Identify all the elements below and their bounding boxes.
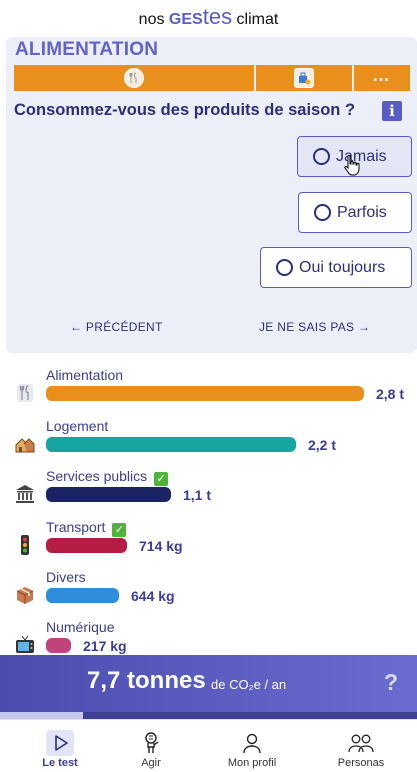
category-step-current[interactable] xyxy=(14,65,254,91)
answer-option-parfois[interactable]: Parfois xyxy=(298,192,412,233)
tab-label: Le test xyxy=(42,757,78,769)
tab-agir[interactable]: Agir xyxy=(99,720,203,772)
checkmark-icon: ✓ xyxy=(112,522,127,537)
category-row-divers[interactable]: Divers 644 kg xyxy=(0,566,417,616)
category-value: 1,1 t xyxy=(183,487,212,503)
classical-building-icon xyxy=(13,482,37,506)
dont-know-button[interactable]: JE NE SAIS PAS → xyxy=(259,320,371,334)
category-value: 217 kg xyxy=(83,638,127,654)
category-bar xyxy=(46,437,296,452)
television-icon xyxy=(13,633,37,657)
more-categories-button[interactable]: … xyxy=(354,65,410,91)
category-progress-bar: … xyxy=(14,65,410,91)
tab-personas[interactable]: Personas xyxy=(309,720,413,772)
checkmark-icon: ✓ xyxy=(154,471,169,486)
category-name: Services publics ✓ xyxy=(46,468,169,486)
total-footprint-banner[interactable]: 7,7 tonnes de CO₂e / an ? xyxy=(0,655,417,719)
users-icon xyxy=(347,730,375,756)
category-step-next[interactable] xyxy=(256,65,352,91)
test-progress-fill xyxy=(0,712,84,719)
category-name: Alimentation xyxy=(46,367,124,383)
category-row-transport[interactable]: Transport ✓ 714 kg xyxy=(0,516,417,566)
fork-knife-icon xyxy=(124,68,144,88)
question-text: Consommez-vous des produits de saison ? xyxy=(14,101,356,119)
fork-knife-icon xyxy=(13,381,37,405)
category-name: Divers xyxy=(46,569,86,585)
package-icon xyxy=(13,583,37,607)
tab-le-test[interactable]: Le test xyxy=(8,720,112,772)
total-amount: 7,7 tonnes xyxy=(87,667,206,694)
houses-icon xyxy=(13,432,37,456)
tab-label: Personas xyxy=(337,757,385,769)
tab-label: Agir xyxy=(141,757,161,769)
radio-circle-icon xyxy=(314,204,331,221)
category-value: 714 kg xyxy=(139,538,183,554)
person-pointing-icon xyxy=(137,730,165,756)
category-bar xyxy=(46,638,71,653)
info-button[interactable]: i xyxy=(382,101,402,121)
category-name: Transport ✓ xyxy=(46,519,127,537)
category-value: 644 kg xyxy=(131,588,175,604)
radio-circle-icon xyxy=(313,148,330,165)
category-value: 2,8 t xyxy=(376,386,405,402)
hand-cursor-icon xyxy=(344,154,360,176)
category-bar xyxy=(46,538,127,553)
tab-mon-profil[interactable]: Mon profil xyxy=(200,720,304,772)
answer-label: Parfois xyxy=(337,203,387,221)
answer-option-oui-toujours[interactable]: Oui toujours xyxy=(260,247,412,288)
total-unit: de CO₂e / an xyxy=(211,677,287,692)
previous-button[interactable]: ← PRÉCÉDENT xyxy=(70,320,163,334)
category-name: Logement xyxy=(46,418,109,434)
traffic-light-icon xyxy=(13,533,37,557)
category-row-alimentation[interactable]: Alimentation 2,8 t xyxy=(0,364,417,414)
category-row-numerique[interactable]: Numérique 217 kg xyxy=(0,616,417,666)
tab-label: Mon profil xyxy=(227,757,277,769)
answer-label: Oui toujours xyxy=(299,258,386,276)
category-bar xyxy=(46,588,119,603)
shopping-icon xyxy=(294,68,314,88)
play-icon xyxy=(46,730,74,756)
category-row-logement[interactable]: Logement 2,2 t xyxy=(0,415,417,465)
category-title: ALIMENTATION xyxy=(15,39,159,60)
category-bar xyxy=(46,386,364,401)
category-row-services-publics[interactable]: Services publics ✓ 1,1 t xyxy=(0,465,417,515)
brand-logo: nos GEStes climat xyxy=(138,4,279,29)
bottom-navigation: Le test Agir Mon profil Personas xyxy=(0,719,417,772)
user-icon xyxy=(238,730,266,756)
radio-circle-icon xyxy=(276,259,293,276)
category-bar xyxy=(46,487,171,502)
category-name: Numérique xyxy=(46,619,115,635)
question-card: ALIMENTATION … Consommez-vous des produi… xyxy=(6,37,417,353)
help-button[interactable]: ? xyxy=(384,669,399,695)
test-progress-bar xyxy=(0,712,417,719)
category-value: 2,2 t xyxy=(308,437,337,453)
